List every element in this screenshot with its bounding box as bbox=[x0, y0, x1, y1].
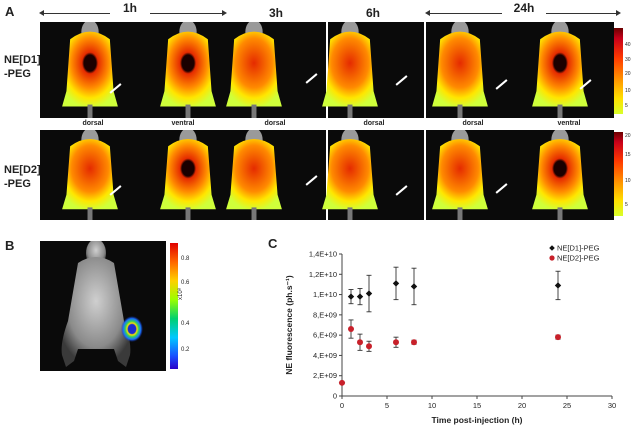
x-tick-label-2: 10 bbox=[428, 401, 436, 410]
label-ventral-1h: ventral bbox=[171, 120, 195, 127]
legend-marker-0 bbox=[549, 245, 555, 251]
cb2-tick-1: 15 bbox=[625, 152, 631, 158]
legend-label-1: NE[D2]-PEG bbox=[557, 254, 600, 263]
panel-c-chart: 0 2,E+09 4,E+09 6,E+09 8,E+09 1,E+10 1,2E+10 1,… bbox=[284, 244, 616, 426]
b-fluorescence-spot bbox=[121, 316, 143, 342]
cb1-tick-3: 10 bbox=[625, 88, 631, 94]
row1-image-strip bbox=[40, 22, 614, 118]
y-tick-label-3: 6,E+09 bbox=[313, 331, 337, 340]
b-tick-0: 0.8 bbox=[181, 256, 190, 262]
x-tick-label-0: 0 bbox=[340, 401, 344, 410]
s1-point-4 bbox=[393, 339, 399, 346]
s1-point-0 bbox=[339, 379, 345, 386]
row1-arrow-2 bbox=[395, 75, 408, 86]
panel-b-mouse-svg bbox=[61, 241, 143, 367]
x-tick-label-6: 30 bbox=[608, 401, 616, 410]
row1-label-line2: -PEG bbox=[4, 68, 31, 80]
x-axis-label: Time post-injection (h) bbox=[432, 415, 523, 425]
s1-point-1 bbox=[348, 326, 354, 333]
row1-mouse-3 bbox=[322, 22, 378, 118]
s0-point-5 bbox=[410, 283, 418, 290]
b-tick-3: 0.2 bbox=[181, 347, 190, 353]
x-tick-label-1: 5 bbox=[385, 401, 389, 410]
row1-mouse-5 bbox=[532, 22, 588, 118]
row2-arrow-3 bbox=[495, 183, 508, 194]
panel-b-colorbar bbox=[170, 243, 178, 369]
s0-point-2 bbox=[356, 293, 364, 300]
cb1-tick-4: 5 bbox=[625, 103, 628, 109]
label-ventral-24h: ventral bbox=[557, 120, 581, 127]
x-tick-label-4: 20 bbox=[518, 401, 526, 410]
time-1h-label: 1h bbox=[110, 1, 150, 15]
panel-c-letter: C bbox=[268, 236, 278, 251]
colorbar-row2 bbox=[614, 132, 623, 216]
row2-label: NE[D2] -PEG bbox=[4, 163, 41, 191]
row2-mouse-0 bbox=[62, 130, 118, 220]
row1-mouse-2 bbox=[226, 22, 282, 118]
s1-point-3 bbox=[366, 343, 372, 350]
s0-point-1 bbox=[347, 293, 355, 300]
s1-point-5 bbox=[411, 339, 417, 346]
y-tick-label-4: 8,E+09 bbox=[313, 310, 337, 319]
cb2-tick-0: 20 bbox=[625, 133, 631, 139]
s0-point-4 bbox=[392, 280, 400, 287]
cb2-tick-2: 10 bbox=[625, 178, 631, 184]
label-dorsal-3h: dorsal bbox=[264, 120, 286, 127]
row2-mouse-5 bbox=[532, 130, 588, 220]
time-3h-label: 3h bbox=[268, 6, 283, 20]
legend-label-0: NE[D1]-PEG bbox=[557, 244, 600, 253]
row1-mouse-1 bbox=[160, 22, 216, 118]
b-tick-1: 0.6 bbox=[181, 280, 190, 286]
row1-mouse-4 bbox=[432, 22, 488, 118]
y-tick-label-0: 0 bbox=[333, 392, 337, 401]
s1-point-6 bbox=[555, 334, 561, 341]
row2-label-line2: -PEG bbox=[4, 178, 31, 190]
x-tick-label-5: 25 bbox=[563, 401, 571, 410]
label-dorsal-1h: dorsal bbox=[82, 120, 104, 127]
row2-image-strip bbox=[40, 130, 614, 220]
row2-arrow-1 bbox=[305, 175, 318, 186]
row2-mouse-1 bbox=[160, 130, 216, 220]
row2-mouse-2 bbox=[226, 130, 282, 220]
cb1-tick-1: 30 bbox=[625, 57, 631, 63]
row1-mouse-0 bbox=[62, 22, 118, 118]
cb2-tick-3: 5 bbox=[625, 202, 628, 208]
legend-marker-1 bbox=[549, 255, 555, 261]
s0-point-6 bbox=[554, 282, 562, 289]
b-tick-2: 0.4 bbox=[181, 321, 190, 327]
colorbar-row1 bbox=[614, 28, 623, 114]
row1-label-line1: NE[D1] bbox=[4, 54, 41, 66]
panel-b-letter: B bbox=[5, 238, 15, 253]
y-tick-label-5: 1,E+10 bbox=[313, 290, 337, 299]
row2-arrow-2 bbox=[395, 185, 408, 196]
y-tick-label-7: 1,4E+10 bbox=[309, 250, 337, 259]
y-tick-label-6: 1,2E+10 bbox=[309, 270, 337, 279]
time-6h-label: 6h bbox=[365, 6, 380, 20]
row1-arrow-3 bbox=[495, 79, 508, 90]
s1-point-2 bbox=[357, 339, 363, 346]
cb1-tick-0: 40 bbox=[625, 42, 631, 48]
time-24h-label: 24h bbox=[502, 1, 546, 15]
label-dorsal-6h: dorsal bbox=[363, 120, 385, 127]
row1-label: NE[D1] -PEG bbox=[4, 53, 41, 81]
b-colorbar-unit: x10⁸ bbox=[178, 287, 184, 300]
cb1-tick-2: 20 bbox=[625, 71, 631, 77]
s0-point-3 bbox=[365, 290, 373, 297]
panel-b-image bbox=[40, 241, 166, 371]
x-tick-label-3: 15 bbox=[473, 401, 481, 410]
row2-mouse-4 bbox=[432, 130, 488, 220]
label-dorsal-24h: dorsal bbox=[462, 120, 484, 127]
row2-label-line1: NE[D2] bbox=[4, 164, 41, 176]
panel-a-letter: A bbox=[5, 4, 15, 19]
b-mouse-body bbox=[61, 257, 131, 367]
y-tick-label-2: 4,E+09 bbox=[313, 351, 337, 360]
row1-arrow-1 bbox=[305, 73, 318, 84]
row2-mouse-3 bbox=[322, 130, 378, 220]
y-tick-label-1: 2,E+09 bbox=[313, 371, 337, 380]
y-axis-label: NE fluorescence (ph.s⁻¹) bbox=[284, 275, 294, 375]
